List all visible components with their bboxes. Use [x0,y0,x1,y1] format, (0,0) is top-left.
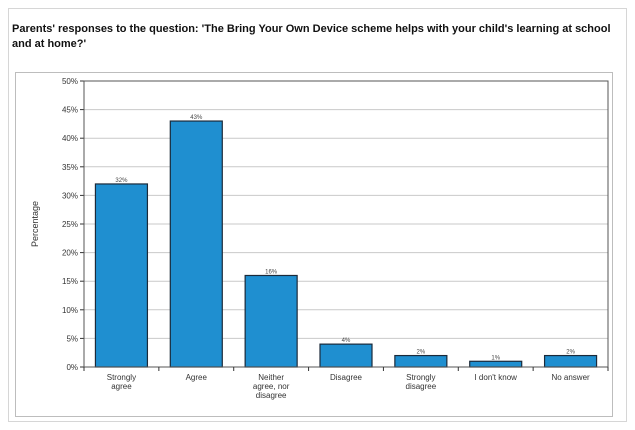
x-category-label: Disagree [330,373,363,382]
y-tick-label: 45% [62,106,78,115]
data-label: 1% [491,355,500,361]
bar [394,354,448,368]
y-axis-label: Percentage [30,201,40,247]
chart-title: Parents' responses to the question: 'The… [12,23,611,50]
y-tick-label: 50% [62,77,78,86]
bar [169,120,223,368]
y-tick-label: 25% [62,220,78,229]
data-label: 2% [566,350,575,356]
y-tick-label: 15% [62,277,78,286]
bar [244,274,298,368]
y-tick-label: 10% [62,306,78,315]
y-tick-label: 0% [66,363,78,372]
y-tick-label: 30% [62,191,78,200]
y-tick-label: 35% [62,163,78,172]
bar [319,343,373,368]
bar [469,360,523,368]
x-category-label: No answer [551,373,590,382]
data-label: 16% [265,269,278,275]
x-category-label: I don't know [474,373,517,382]
x-category-label: Neither agree, nor disagree [253,373,290,400]
bar [543,354,598,368]
y-tick-label: 20% [62,249,78,258]
data-label: 2% [417,350,426,356]
plot-area-border [15,72,613,417]
y-tick-label: 40% [62,134,78,143]
data-label: 4% [342,338,351,344]
plot-frame [83,80,609,368]
x-category-label: Agree [186,373,208,382]
data-label: 43% [190,115,203,121]
bar [94,183,149,368]
x-category-label: Strongly agree [107,373,136,391]
data-label: 32% [115,178,128,184]
x-category-label: Strongly disagree [406,373,437,391]
y-tick-label: 5% [66,334,78,343]
